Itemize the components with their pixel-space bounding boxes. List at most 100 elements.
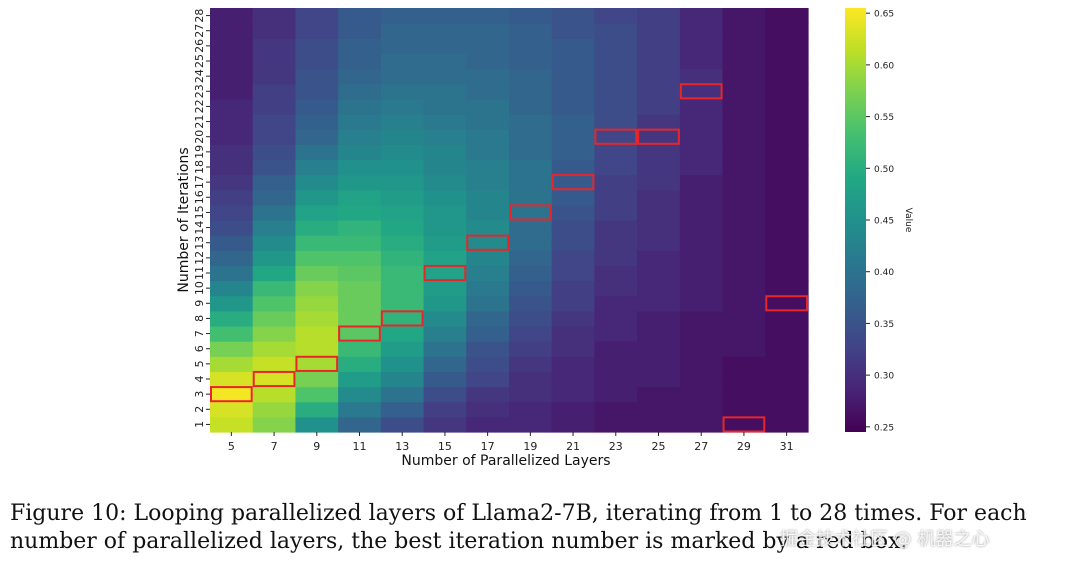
y-tick-label: 28 (193, 9, 206, 23)
heatmap-cell (252, 114, 297, 130)
x-tick-label: 31 (780, 440, 794, 453)
heatmap-cell (594, 98, 638, 115)
heatmap-cell (466, 265, 510, 282)
heatmap-cell (466, 98, 510, 115)
best-iteration-box (679, 83, 723, 100)
heatmap-cell (765, 8, 809, 24)
heatmap-cell (380, 159, 425, 176)
heatmap-cell (594, 235, 638, 251)
heatmap-cell (551, 341, 596, 357)
heatmap-cell (295, 265, 339, 282)
y-tick-label: 9 (193, 300, 206, 307)
heatmap-cell (509, 53, 553, 70)
heatmap-cell (594, 356, 638, 373)
heatmap-cell (637, 23, 681, 39)
best-iteration-boxes (210, 83, 808, 433)
heatmap-cell (679, 265, 724, 282)
heatmap-cell (210, 204, 254, 221)
heatmap-cell (380, 8, 425, 24)
heatmap-cell (637, 265, 681, 282)
heatmap-cell (466, 204, 510, 221)
x-tick-label: 13 (395, 440, 409, 453)
heatmap-cell (295, 144, 339, 161)
y-tick-label: 3 (193, 391, 206, 398)
heatmap-cell (594, 220, 638, 236)
heatmap-cell (423, 250, 467, 267)
heatmap-cell (295, 220, 339, 236)
heatmap-cell (466, 326, 510, 342)
heatmap-cell (380, 220, 425, 236)
heatmap-cell (466, 23, 510, 39)
heatmap-cell (722, 38, 766, 55)
heatmap-cell (338, 189, 382, 206)
heatmap-cell (594, 114, 638, 130)
heatmap-cell (380, 68, 425, 85)
heatmap-cell (338, 98, 382, 115)
heatmap-cell (380, 235, 425, 251)
heatmap-cell (295, 23, 339, 39)
heatmap-cell (765, 68, 809, 85)
heatmap-cell (637, 98, 681, 115)
heatmap-cell (594, 386, 638, 403)
heatmap-cell (637, 280, 681, 297)
heatmap-cell (466, 280, 510, 297)
heatmap-cell (594, 310, 638, 327)
heatmap-cell (722, 68, 766, 85)
best-iteration-box (722, 416, 766, 433)
y-tick-label: 26 (193, 39, 206, 53)
heatmap-cell (252, 386, 297, 403)
heatmap-cell (551, 98, 596, 115)
heatmap-cell (679, 386, 724, 403)
heatmap-cell (380, 98, 425, 115)
heatmap-cell (210, 250, 254, 267)
heatmap-cell (679, 129, 724, 145)
heatmap-cell (509, 326, 553, 342)
heatmap-cell (295, 250, 339, 267)
heatmap-cell (210, 310, 254, 327)
heatmap-cell (551, 416, 596, 433)
heatmap-cell (722, 220, 766, 236)
heatmap-cell (722, 174, 766, 191)
heatmap-cell (509, 98, 553, 115)
heatmap-cell (210, 98, 254, 115)
heatmap-cell (765, 356, 809, 373)
heatmap-cell (765, 295, 809, 312)
heatmap-cell (594, 23, 638, 39)
heatmap-cell (551, 220, 596, 236)
heatmap-cell (338, 220, 382, 236)
heatmap-cell (722, 159, 766, 176)
heatmap-cell (679, 235, 724, 251)
heatmap-cell (338, 8, 382, 24)
heatmap-cell (637, 129, 681, 145)
heatmap-cell (637, 204, 681, 221)
heatmap-cell (637, 235, 681, 251)
heatmap-cell (210, 386, 254, 403)
heatmap-cell (509, 129, 553, 145)
heatmap-cell (338, 341, 382, 357)
heatmap-cell (765, 98, 809, 115)
heatmap-cell (466, 8, 510, 24)
heatmap-cell (295, 341, 339, 357)
heatmap-cell (423, 326, 467, 342)
heatmap-cell (338, 250, 382, 267)
heatmap-cell (466, 68, 510, 85)
heatmap-cell (722, 8, 766, 24)
heatmap-cell (338, 144, 382, 161)
heatmap-cell (765, 144, 809, 161)
watermark: 掘金技术社区 @ 机器之心 (780, 529, 990, 550)
heatmap-cell (252, 235, 297, 251)
heatmap-cell (551, 159, 596, 176)
colorbar-ticks: 0.25 0.30 0.35 0.40 0.45 0.50 0.55 0.60 0.65 (866, 10, 894, 433)
heatmap-cell (637, 371, 681, 388)
heatmap-cell (252, 326, 297, 342)
heatmap-cell (509, 295, 553, 312)
y-tick-label: 6 (193, 345, 206, 352)
heatmap-cell (252, 250, 297, 267)
best-iteration-box (466, 234, 510, 251)
heatmap-cell (252, 189, 297, 206)
y-tick-label: 20 (193, 130, 206, 144)
heatmap-cell (509, 83, 553, 100)
heatmap-cell (338, 401, 382, 418)
heatmap-cell (551, 295, 596, 312)
heatmap-cell (380, 129, 425, 145)
